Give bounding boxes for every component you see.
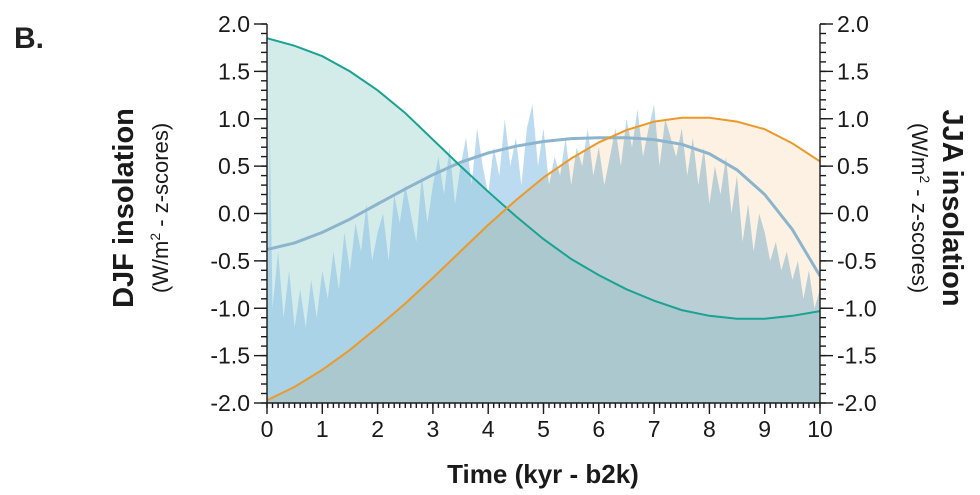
x-tick-label: 10 xyxy=(807,416,833,442)
proxy-smooth-line xyxy=(267,136,820,277)
right-tick-label: 0.0 xyxy=(837,201,869,227)
left-tick-label: 1.5 xyxy=(218,58,250,84)
left-axis-title-sub: (W/m2 - z-scores) xyxy=(147,123,173,293)
right-axis-title: JJA insolation (W/m2 - z-scores) xyxy=(907,109,968,306)
right-tick-label: 2.0 xyxy=(837,11,869,37)
right-tick-label: -1.5 xyxy=(837,343,877,369)
plot-areas xyxy=(267,37,820,403)
right-tick-label: 1.0 xyxy=(837,106,869,132)
left-tick-label: 2.0 xyxy=(218,11,250,37)
panel-label: B. xyxy=(14,22,44,55)
jja-area xyxy=(267,117,820,403)
x-tick-label: 2 xyxy=(371,416,384,442)
x-tick-label: 9 xyxy=(758,416,771,442)
right-tick-label: -0.5 xyxy=(837,248,877,274)
right-tick-label: 1.5 xyxy=(837,58,869,84)
jja-line xyxy=(267,116,820,402)
x-tick-label: 1 xyxy=(316,416,329,442)
left-tick-label: -1.0 xyxy=(210,295,250,321)
x-tick-label: 3 xyxy=(427,416,440,442)
right-tick-label: -2.0 xyxy=(837,390,877,416)
left-tick-label: 0.0 xyxy=(218,201,250,227)
x-tick-label: 5 xyxy=(537,416,550,442)
right-axis-title-main: JJA insolation xyxy=(936,109,968,306)
left-tick-label: -0.5 xyxy=(210,248,250,274)
left-tick-label: -2.0 xyxy=(210,390,250,416)
right-tick-label: 0.5 xyxy=(837,153,869,179)
left-tick-label: -1.5 xyxy=(210,343,250,369)
x-tick-label: 6 xyxy=(592,416,605,442)
x-axis-title: Time (kyr - b2k) xyxy=(447,459,639,489)
x-tick-label: 4 xyxy=(482,416,495,442)
left-axis-title: DJF insolation (W/m2 - z-scores) xyxy=(108,108,173,308)
right-axis-title-sub: (W/m2 - z-scores) xyxy=(907,123,933,293)
x-tick-label: 8 xyxy=(703,416,716,442)
left-axis-title-main: DJF insolation xyxy=(108,108,140,308)
x-tick-label: 0 xyxy=(261,416,274,442)
x-tick-label: 7 xyxy=(648,416,661,442)
right-tick-label: -1.0 xyxy=(837,295,877,321)
left-tick-label: 0.5 xyxy=(218,153,250,179)
djf-line xyxy=(267,37,820,320)
left-tick-label: 1.0 xyxy=(218,106,250,132)
axes: -2.0 -2.0 -1.5 -1.5 -1.0 -1.0 -0.5 -0.5 0.0 0.0 0.… xyxy=(210,11,876,442)
